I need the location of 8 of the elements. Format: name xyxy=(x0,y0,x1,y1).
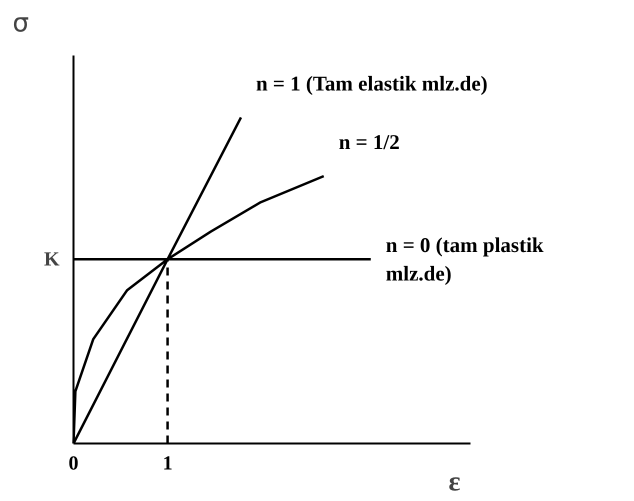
series-label: n = 1/2 xyxy=(338,130,400,154)
x-axis-title: ε xyxy=(448,466,460,498)
x-tick-label: 1 xyxy=(162,452,173,474)
series-label: n = 1 (Tam elastik mlz.de) xyxy=(256,71,488,96)
x-tick-label: 0 xyxy=(68,452,78,474)
y-axis-title: σ xyxy=(12,8,29,38)
annotation: K xyxy=(44,248,60,270)
series-label: n = 0 (tam plastik mlz.de) xyxy=(386,232,544,286)
